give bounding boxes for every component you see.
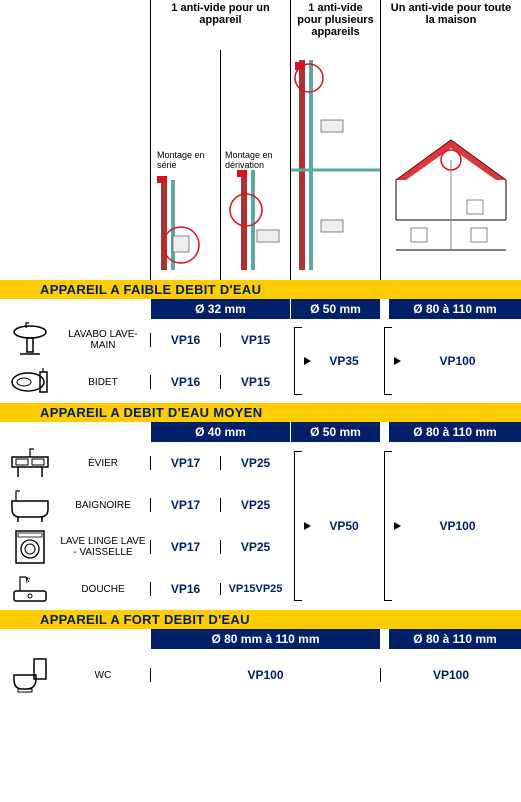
bidet-label: BIDET	[60, 377, 150, 388]
douche-vb: VP15VP25	[220, 583, 290, 595]
schematic-plusieurs-icon	[291, 50, 381, 280]
diagram-maison	[380, 50, 521, 280]
wc-va: VP100	[150, 668, 380, 682]
dim-fort-a: Ø 80 mm à 110 mm	[150, 629, 380, 649]
dim-row-faible: Ø 32 mm Ø 50 mm Ø 80 à 110 mm	[0, 299, 521, 319]
evier-vb: VP25	[220, 456, 290, 470]
root: { "colors": { "navy": "#002169", "yellow…	[0, 0, 521, 701]
faible-arrow-d: VP100	[380, 319, 521, 403]
header-col-3: Un anti-vide pour toute la maison	[380, 0, 521, 50]
faible-arrow-c: VP35	[290, 319, 380, 403]
section-fort-title: APPAREIL A FORT DEBIT D'EAU	[0, 610, 521, 629]
lavelinge-vb: VP25	[220, 540, 290, 554]
schematic-deriv-icon	[221, 50, 291, 280]
dim-row-fort: Ø 80 mm à 110 mm Ø 80 à 110 mm	[0, 629, 521, 649]
dim-moyen-b: Ø 50 mm	[290, 422, 380, 442]
lavabo-label: LAVABO LAVE-MAIN	[60, 329, 150, 351]
baignoire-icon	[0, 485, 60, 525]
wc-vd: VP100	[380, 668, 521, 682]
diagram-row: Montage en série Montage en dérivation	[0, 50, 521, 280]
moyen-body: ÉVIER VP17 VP25 BAIGNOIRE VP17 VP25 LAVE…	[0, 442, 521, 610]
douche-va: VP16	[150, 582, 220, 596]
dim-faible-a: Ø 32 mm	[150, 299, 290, 319]
douche-label: DOUCHE	[60, 584, 150, 595]
header-col-1: 1 anti-vide pour un appareil	[150, 0, 290, 50]
douche-icon	[0, 569, 60, 609]
baignoire-va: VP17	[150, 498, 220, 512]
lavabo-vb: VP15	[220, 333, 290, 347]
faible-vp100: VP100	[439, 354, 475, 368]
header-col-2: 1 anti-vide pour plusieurs appareils	[290, 0, 380, 50]
bidet-icon	[0, 362, 60, 402]
bidet-vb: VP15	[220, 375, 290, 389]
moyen-vp100: VP100	[439, 519, 475, 533]
section-moyen-title: APPAREIL A DEBIT D'EAU MOYEN	[0, 403, 521, 422]
baignoire-vb: VP25	[220, 498, 290, 512]
diagram-derivation: Montage en dérivation	[220, 50, 290, 280]
schematic-maison-icon	[381, 50, 521, 280]
moyen-vp50: VP50	[329, 519, 358, 533]
diagram-spacer	[0, 50, 150, 280]
dim-faible-c: Ø 80 à 110 mm	[388, 299, 521, 319]
evier-icon	[0, 443, 60, 483]
evier-va: VP17	[150, 456, 220, 470]
diagram-plusieurs	[290, 50, 380, 280]
diagram-serie: Montage en série	[150, 50, 220, 280]
column-headers: 1 anti-vide pour un appareil 1 anti-vide…	[0, 0, 521, 50]
lavabo-icon	[0, 320, 60, 360]
lavelinge-va: VP17	[150, 540, 220, 554]
header-spacer	[0, 0, 150, 50]
schematic-serie-icon	[151, 50, 221, 280]
baignoire-label: BAIGNOIRE	[60, 500, 150, 511]
row-wc: WC VP100 VP100	[0, 649, 521, 701]
dim-fort-c: Ø 80 à 110 mm	[388, 629, 521, 649]
lavelinge-label: LAVE LINGE LAVE - VAISSELLE	[60, 536, 150, 558]
wc-label: WC	[60, 670, 150, 681]
section-faible-title: APPAREIL A FAIBLE DEBIT D'EAU	[0, 280, 521, 299]
dim-row-moyen: Ø 40 mm Ø 50 mm Ø 80 à 110 mm	[0, 422, 521, 442]
dim-moyen-a: Ø 40 mm	[150, 422, 290, 442]
lavabo-va: VP16	[150, 333, 220, 347]
moyen-arrow-d: VP100	[380, 442, 521, 610]
lavelinge-icon	[0, 527, 60, 567]
dim-faible-b: Ø 50 mm	[290, 299, 380, 319]
faible-vp35: VP35	[329, 354, 358, 368]
dim-moyen-c: Ø 80 à 110 mm	[388, 422, 521, 442]
bidet-va: VP16	[150, 375, 220, 389]
moyen-arrow-c: VP50	[290, 442, 380, 610]
evier-label: ÉVIER	[60, 458, 150, 469]
wc-icon	[0, 655, 60, 695]
faible-body: LAVABO LAVE-MAIN VP16 VP15 BIDET VP16 VP…	[0, 319, 521, 403]
